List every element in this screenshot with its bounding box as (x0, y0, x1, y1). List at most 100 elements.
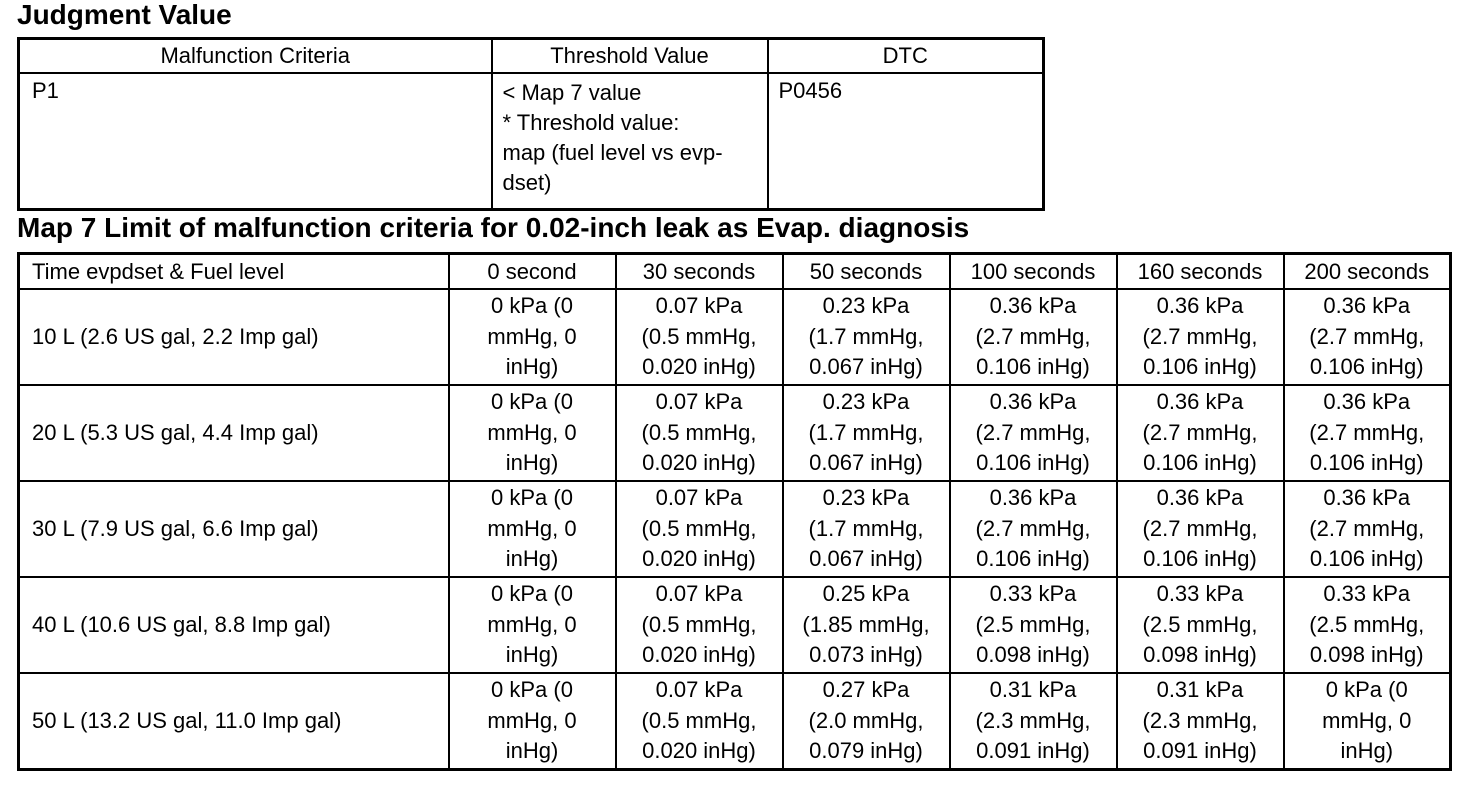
fuel-level-label: 40 L (10.6 US gal, 8.8 Imp gal) (17, 576, 450, 674)
pressure-line: (2.7 mmHg, (1142, 323, 1258, 349)
table-row: 20 L (5.3 US gal, 4.4 Imp gal) 0 kPa (0 mm… (17, 384, 1452, 482)
fuel-level-label: 10 L (2.6 US gal, 2.2 Imp gal) (17, 288, 450, 386)
pressure-cell: 0.36 kPa (2.7 mmHg, 0.106 inHg) (948, 384, 1118, 482)
pressure-cell: 0.36 kPa (2.7 mmHg, 0.106 inHg) (1282, 384, 1452, 482)
pressure-line: (2.7 mmHg, (975, 323, 1091, 349)
map-7-title: Map 7 Limit of malfunction criteria for … (17, 212, 970, 243)
pressure-line: (2.7 mmHg, (975, 419, 1091, 445)
pressure-line: 0.067 inHg) (809, 450, 923, 476)
threshold-line: * Threshold value: (502, 110, 680, 135)
pressure-cell: 0.31 kPa (2.3 mmHg, 0.091 inHg) (948, 672, 1118, 771)
pressure-line: 0.106 inHg) (1143, 546, 1257, 572)
pressure-line: 0.020 inHg) (642, 738, 756, 764)
pressure-line: 0.31 kPa (1156, 677, 1244, 703)
header-time-fuel-level: Time evpdset & Fuel level (17, 252, 450, 290)
pressure-line: 0.073 inHg) (809, 642, 923, 668)
pressure-line: 0.098 inHg) (976, 642, 1090, 668)
pressure-line: mmHg, 0 (487, 515, 577, 541)
header-200-seconds: 200 seconds (1282, 252, 1452, 290)
pressure-line: (0.5 mmHg, (641, 323, 757, 349)
pressure-line: (2.5 mmHg, (1142, 611, 1258, 637)
pressure-line: 0 kPa (0 (491, 293, 573, 319)
pressure-cell: 0.36 kPa (2.7 mmHg, 0.106 inHg) (948, 480, 1118, 578)
pressure-line: mmHg, 0 (487, 323, 577, 349)
threshold-line: < Map 7 value (502, 80, 642, 105)
pressure-line: 0.07 kPa (655, 677, 743, 703)
malfunction-criteria-cell: P1 (17, 72, 493, 211)
pressure-cell: 0 kPa (0 mmHg, 0 inHg) (447, 288, 617, 386)
pressure-line: 0.36 kPa (1156, 293, 1244, 319)
pressure-line: 0.091 inHg) (1143, 738, 1257, 764)
pressure-line: 0.098 inHg) (1309, 642, 1424, 668)
header-threshold-value: Threshold Value (490, 37, 769, 74)
pressure-line: inHg) (505, 738, 559, 764)
pressure-cell: 0.07 kPa (0.5 mmHg, 0.020 inHg) (614, 288, 784, 386)
pressure-line: 0.091 inHg) (976, 738, 1090, 764)
pressure-line: inHg) (1340, 738, 1394, 764)
pressure-line: 0.23 kPa (822, 293, 910, 319)
pressure-line: (0.5 mmHg, (641, 707, 757, 733)
pressure-line: 0.07 kPa (655, 581, 743, 607)
pressure-line: (0.5 mmHg, (641, 611, 757, 637)
pressure-line: 0.106 inHg) (1143, 450, 1257, 476)
pressure-line: (1.7 mmHg, (808, 419, 924, 445)
map-header-row: Time evpdset & Fuel level 0 second 30 se… (17, 252, 1452, 290)
pressure-line: 0 kPa (0 (1325, 677, 1408, 703)
fuel-level-label: 30 L (7.9 US gal, 6.6 Imp gal) (17, 480, 450, 578)
pressure-cell: 0.23 kPa (1.7 mmHg, 0.067 inHg) (781, 288, 951, 386)
pressure-cell: 0.33 kPa (2.5 mmHg, 0.098 inHg) (948, 576, 1118, 674)
pressure-line: 0 kPa (0 (491, 389, 573, 415)
pressure-line: 0.36 kPa (989, 485, 1077, 511)
pressure-line: 0.098 inHg) (1143, 642, 1257, 668)
judgment-value-title: Judgment Value (17, 0, 232, 30)
pressure-line: inHg) (505, 354, 559, 380)
judgment-header-row: Malfunction Criteria Threshold Value DTC (17, 37, 1045, 74)
pressure-line: 0.07 kPa (655, 485, 743, 511)
pressure-line: 0.23 kPa (822, 389, 910, 415)
pressure-line: 0.33 kPa (1323, 581, 1411, 607)
pressure-cell: 0.36 kPa (2.7 mmHg, 0.106 inHg) (1282, 480, 1452, 578)
pressure-line: 0.020 inHg) (642, 546, 756, 572)
pressure-line: (2.7 mmHg, (975, 515, 1091, 541)
pressure-line: 0.36 kPa (1156, 389, 1244, 415)
pressure-line: 0.106 inHg) (976, 450, 1090, 476)
pressure-line: inHg) (505, 546, 559, 572)
pressure-line: 0.31 kPa (989, 677, 1077, 703)
pressure-cell: 0 kPa (0 mmHg, 0 inHg) (447, 480, 617, 578)
pressure-line: 0.36 kPa (989, 389, 1077, 415)
pressure-cell: 0 kPa (0 mmHg, 0 inHg) (447, 672, 617, 771)
pressure-line: 0.07 kPa (655, 293, 743, 319)
threshold-value-cell: < Map 7 value * Threshold value: map (fu… (490, 72, 769, 211)
pressure-line: (0.5 mmHg, (641, 515, 757, 541)
map-table-body: 10 L (2.6 US gal, 2.2 Imp gal) 0 kPa (0 mm… (17, 288, 1452, 771)
pressure-line: (1.85 mmHg, (802, 611, 930, 637)
pressure-line: mmHg, 0 (487, 611, 577, 637)
pressure-line: 0.07 kPa (655, 389, 743, 415)
pressure-cell: 0 kPa (0 mmHg, 0 inHg) (447, 576, 617, 674)
pressure-line: (1.7 mmHg, (808, 515, 924, 541)
judgment-row: P1 < Map 7 value * Threshold value: map … (17, 72, 1045, 211)
pressure-line: (2.7 mmHg, (1142, 419, 1258, 445)
judgment-table: Malfunction Criteria Threshold Value DTC… (17, 37, 1045, 211)
pressure-line: (2.5 mmHg, (975, 611, 1091, 637)
threshold-line: dset) (502, 170, 552, 195)
pressure-line: 0.36 kPa (1323, 485, 1411, 511)
pressure-line: 0.106 inHg) (1143, 354, 1257, 380)
pressure-cell: 0 kPa (0 mmHg, 0 inHg) (1282, 672, 1452, 771)
pressure-cell: 0.31 kPa (2.3 mmHg, 0.091 inHg) (1115, 672, 1285, 771)
pressure-line: (2.3 mmHg, (975, 707, 1091, 733)
pressure-line: (2.5 mmHg, (1309, 611, 1425, 637)
pressure-line: 0.27 kPa (822, 677, 910, 703)
pressure-line: (2.7 mmHg, (1142, 515, 1258, 541)
pressure-line: 0.36 kPa (1323, 389, 1411, 415)
table-row: 50 L (13.2 US gal, 11.0 Imp gal) 0 kPa (0… (17, 672, 1452, 771)
fuel-level-label: 20 L (5.3 US gal, 4.4 Imp gal) (17, 384, 450, 482)
table-row: 40 L (10.6 US gal, 8.8 Imp gal) 0 kPa (0 m… (17, 576, 1452, 674)
pressure-line: inHg) (505, 450, 559, 476)
pressure-line: 0 kPa (0 (491, 581, 573, 607)
pressure-line: 0.36 kPa (1156, 485, 1244, 511)
pressure-line: 0 kPa (0 (491, 485, 573, 511)
pressure-line: 0.067 inHg) (809, 354, 923, 380)
pressure-line: 0.106 inHg) (976, 354, 1090, 380)
pressure-cell: 0.36 kPa (2.7 mmHg, 0.106 inHg) (1115, 480, 1285, 578)
